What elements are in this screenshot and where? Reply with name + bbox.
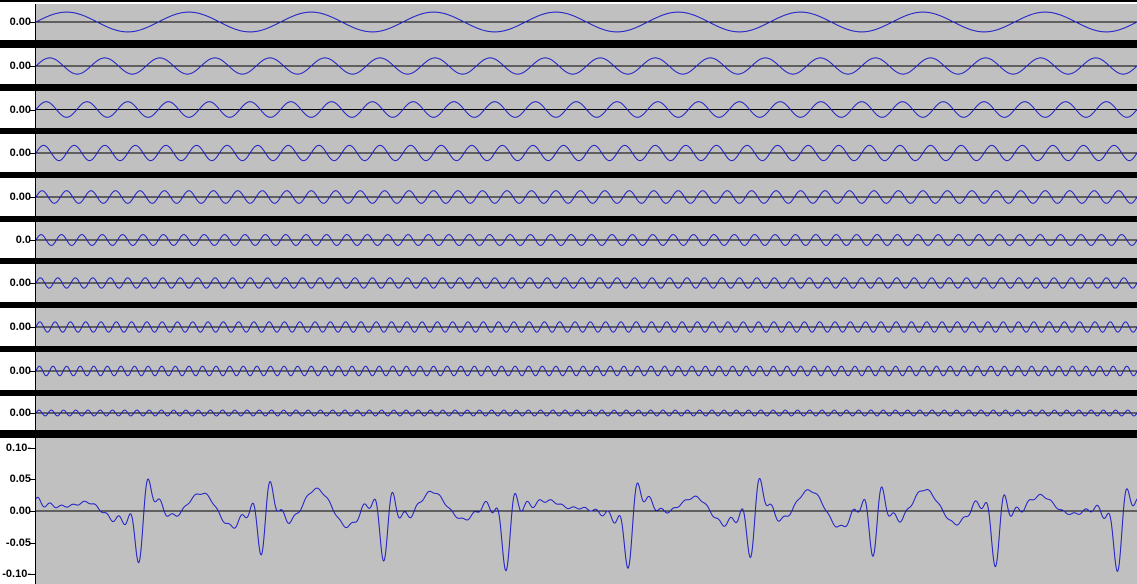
- ruler-tick-mark: [30, 153, 35, 154]
- ruler-tick-label: 0.05: [9, 473, 31, 486]
- audio-track[interactable]: 0.00: [0, 352, 1137, 390]
- amplitude-ruler: 0.00: [0, 134, 36, 172]
- track-separator: [0, 216, 1137, 222]
- waveform-svg: [36, 57, 1137, 75]
- ruler-tick-mark: [30, 283, 35, 284]
- ruler-tick-label: 0.00: [9, 321, 31, 333]
- waveform-svg: [36, 365, 1137, 377]
- amplitude-ruler: 0.0: [0, 222, 36, 258]
- ruler-tick-label: -0.05: [5, 536, 31, 549]
- waveform-display[interactable]: [36, 308, 1137, 346]
- waveform-display[interactable]: [36, 4, 1137, 40]
- track-separator: [0, 430, 1137, 438]
- audio-track[interactable]: 0.00: [0, 308, 1137, 346]
- ruler-tick-mark: [30, 371, 35, 372]
- track-separator: [0, 172, 1137, 178]
- amplitude-ruler: 0.00: [0, 308, 36, 346]
- ruler-tick-mark: [30, 511, 35, 512]
- ruler-tick-mark: [30, 109, 35, 111]
- ruler-tick-mark: [30, 327, 35, 328]
- waveform-svg: [36, 234, 1137, 246]
- ruler-tick-label: 0.00: [9, 365, 31, 377]
- ruler-tick-mark: [30, 574, 35, 576]
- audio-track[interactable]: 0.00: [0, 134, 1137, 172]
- waveform-line: [36, 477, 1137, 572]
- audio-track[interactable]: 0.00: [0, 264, 1137, 302]
- waveform-display[interactable]: [36, 178, 1137, 216]
- ruler-tick-label: 0.00: [9, 277, 31, 289]
- amplitude-ruler: 0.00: [0, 4, 36, 40]
- track-separator: [0, 390, 1137, 396]
- track-separator: [0, 346, 1137, 352]
- waveform-line: [36, 57, 1137, 75]
- track-separator: [0, 302, 1137, 308]
- waveform-svg: [36, 277, 1137, 289]
- waveform-line: [36, 11, 1137, 33]
- waveform-svg: [36, 101, 1137, 118]
- waveform-display[interactable]: [36, 134, 1137, 172]
- audio-track[interactable]: 0.0: [0, 222, 1137, 258]
- audio-track[interactable]: 0.00: [0, 178, 1137, 216]
- mix-track[interactable]: 0.10- 0.05 0.00 -0.05 -0.10-: [0, 438, 1137, 584]
- ruler-tick-label: 0.00: [9, 505, 31, 517]
- waveform-display[interactable]: [36, 396, 1137, 430]
- ruler-tick-label: 0.00: [9, 407, 31, 419]
- ruler-tick-label: 0.0: [15, 234, 31, 246]
- amplitude-ruler: 0.00: [0, 91, 36, 128]
- waveform-svg: [36, 321, 1137, 333]
- waveform-line: [36, 234, 1137, 246]
- ruler-tick-label: 0.10-: [5, 441, 31, 454]
- ruler-tick-mark: [30, 197, 35, 198]
- waveform-line: [36, 409, 1137, 417]
- ruler-tick-mark: [30, 542, 35, 544]
- ruler-tick-label: 0.00: [9, 103, 31, 116]
- ruler-tick-label: 0.00: [9, 16, 31, 28]
- amplitude-ruler: 0.00: [0, 396, 36, 430]
- ruler-tick-mark: [30, 22, 35, 23]
- waveform-svg: [36, 11, 1137, 33]
- waveform-svg: [36, 477, 1137, 572]
- track-separator: [0, 128, 1137, 134]
- audio-track[interactable]: 0.00: [0, 4, 1137, 40]
- track-separator: [0, 84, 1137, 91]
- amplitude-ruler: 0.00: [0, 264, 36, 302]
- amplitude-ruler: 0.00: [0, 352, 36, 390]
- ruler-tick-mark: [30, 447, 35, 449]
- waveform-line: [36, 321, 1137, 333]
- waveform-display[interactable]: [36, 352, 1137, 390]
- ruler-tick-mark: [30, 479, 35, 481]
- waveform-display[interactable]: [36, 264, 1137, 302]
- ruler-tick-label: 0.00: [9, 60, 31, 72]
- track-separator: [0, 40, 1137, 48]
- waveform-svg: [36, 409, 1137, 417]
- ruler-tick-mark: [30, 66, 35, 67]
- waveform-display[interactable]: [36, 438, 1137, 584]
- track-separator: [0, 0, 1137, 2]
- ruler-tick-mark: [30, 413, 35, 414]
- audio-track[interactable]: 0.00: [0, 48, 1137, 84]
- waveform-display[interactable]: [36, 222, 1137, 258]
- amplitude-ruler: 0.00: [0, 48, 36, 84]
- ruler-tick-label: 0.00: [9, 147, 31, 159]
- waveform-display[interactable]: [36, 48, 1137, 84]
- ruler-tick-label: -0.10-: [2, 568, 31, 581]
- waveform-line: [36, 190, 1137, 204]
- waveform-line: [36, 101, 1137, 118]
- waveform-svg: [36, 144, 1137, 162]
- waveform-svg: [36, 190, 1137, 204]
- audio-track[interactable]: 0.00: [0, 91, 1137, 128]
- track-separator: [0, 258, 1137, 264]
- ruler-tick-label: 0.00: [9, 191, 31, 203]
- waveform-line: [36, 144, 1137, 162]
- amplitude-ruler: 0.10- 0.05 0.00 -0.05 -0.10-: [0, 438, 36, 584]
- waveform-display[interactable]: [36, 91, 1137, 128]
- waveform-line: [36, 277, 1137, 289]
- ruler-tick-mark: [30, 240, 35, 241]
- audio-track[interactable]: 0.00: [0, 396, 1137, 430]
- amplitude-ruler: 0.00: [0, 178, 36, 216]
- waveform-line: [36, 365, 1137, 377]
